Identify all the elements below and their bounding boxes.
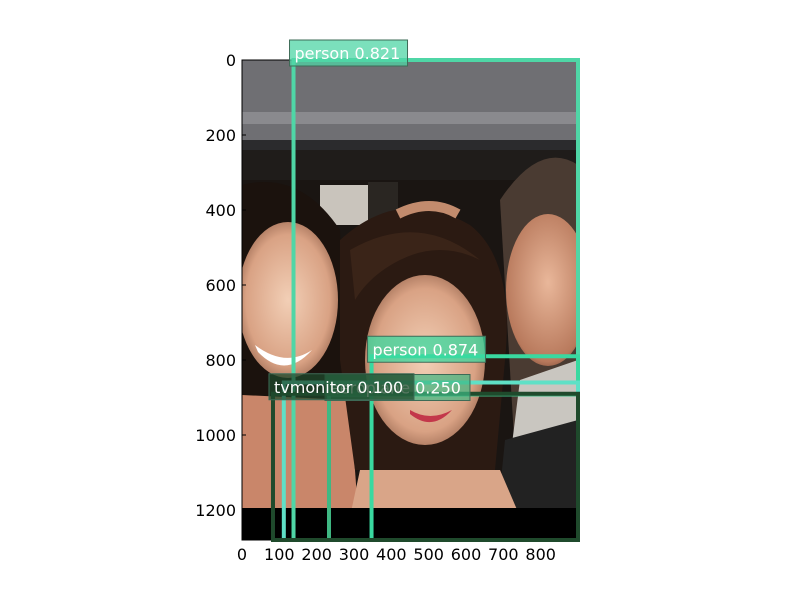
x-tick-label: 600 <box>451 545 482 564</box>
detection-label-bg <box>289 39 409 67</box>
y-tick-label: 400 <box>205 201 236 220</box>
y-tick-label: 1000 <box>195 426 236 445</box>
y-tick-label: 200 <box>205 126 236 145</box>
y-tick-label: 0 <box>226 51 236 70</box>
x-tick-label: 800 <box>525 545 556 564</box>
detection-label-bg <box>367 335 487 363</box>
y-tick-label: 800 <box>205 351 236 370</box>
x-tick-label: 400 <box>376 545 407 564</box>
x-tick-label: 200 <box>301 545 332 564</box>
detection-label-bg <box>268 373 415 401</box>
y-tick-label: 600 <box>205 276 236 295</box>
x-tick-label: 700 <box>488 545 519 564</box>
axis-ticks: 0 100 200 300 400 500 600 700 800 0 200 400 600 800 10… <box>195 51 556 564</box>
y-tick-label: 1200 <box>195 501 236 520</box>
detection-label: person 0.821 <box>295 44 401 63</box>
x-tick-label: 100 <box>264 545 295 564</box>
detection-label: person 0.874 <box>373 340 479 359</box>
photo <box>242 60 578 540</box>
x-tick-label: 300 <box>339 545 370 564</box>
detection-label: tvmonitor 0.100 <box>274 378 403 397</box>
x-tick-label: 0 <box>237 545 247 564</box>
x-tick-label: 500 <box>413 545 444 564</box>
